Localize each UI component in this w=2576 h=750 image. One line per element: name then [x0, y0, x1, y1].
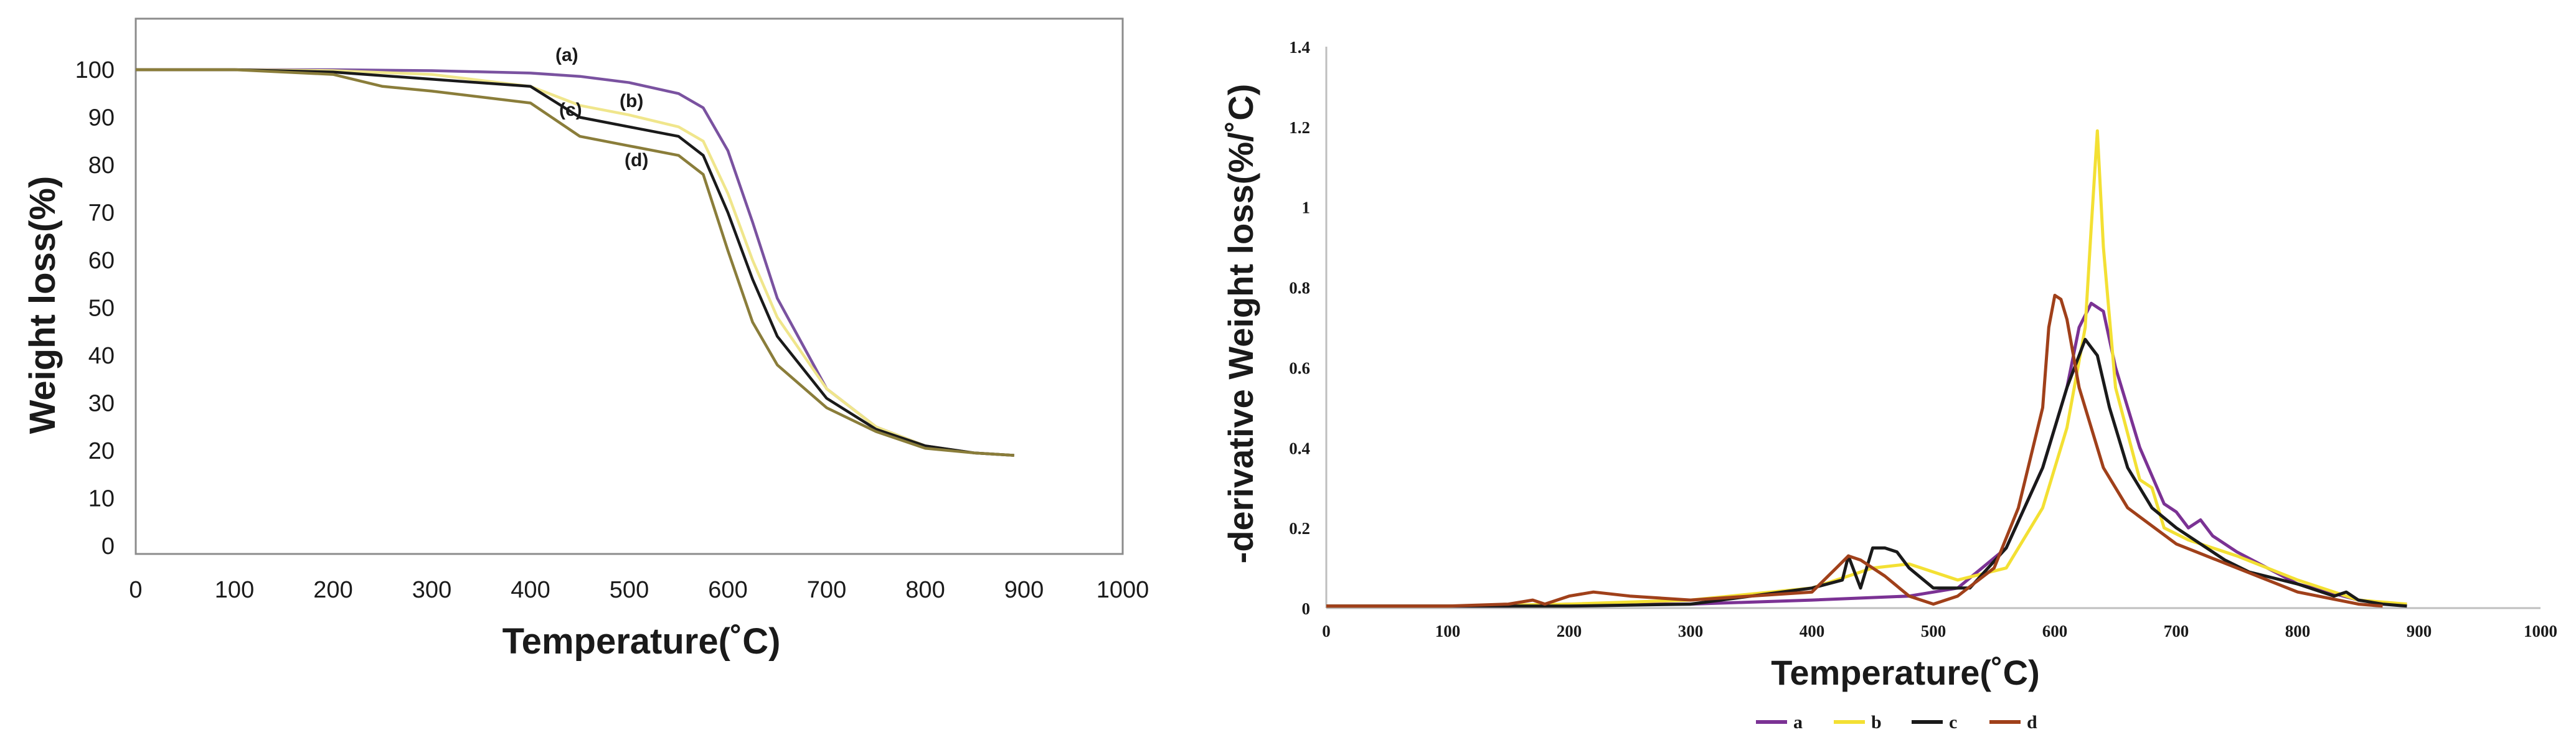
dtg-y-tick-label: 1.2 [1289, 118, 1310, 137]
dtg-x-tick-label: 400 [1800, 622, 1825, 640]
dtg-x-tick-label: 500 [1921, 622, 1946, 640]
dtg-series-group [1326, 129, 2407, 608]
tga-series-line [136, 68, 1014, 457]
dtg-x-tick-label: 600 [2042, 622, 2068, 640]
tga-x-axis-title: Temperature(˚C) [502, 621, 781, 662]
tga-x-tick-label: 1000 [1097, 577, 1149, 603]
dtg-y-tick-label: 0.8 [1289, 279, 1310, 298]
curve-label-a: (a) [555, 45, 578, 65]
tga-x-tick-label: 900 [1004, 577, 1044, 603]
dtg-series-line [1326, 337, 2407, 608]
curve-label-b: (b) [620, 91, 643, 111]
tga-x-tick-label: 200 [313, 577, 352, 603]
legend-label: a [1793, 712, 1803, 733]
dtg-x-tick-label: 100 [1435, 622, 1461, 640]
tga-x-tick-label: 300 [412, 577, 451, 603]
dtg-y-tick-label: 1.4 [1289, 38, 1310, 57]
tga-y-tick-label: 40 [88, 343, 115, 369]
tga-y-tick-label: 100 [75, 57, 115, 83]
dtg-y-tick-label: 0.2 [1289, 519, 1310, 538]
curve-label-c: (c) [559, 100, 582, 120]
dtg-x-tick-label: 800 [2285, 622, 2311, 640]
dtg-x-tick-label: 900 [2407, 622, 2432, 640]
tga-x-tick-label: 100 [215, 577, 254, 603]
tga-x-tick-label: 800 [905, 577, 945, 603]
dtg-y-tick-label: 0.4 [1289, 439, 1310, 457]
dtg-y-axis-title: -derivative Weight loss(%/˚C) [1221, 84, 1260, 564]
dtg-x-tick-label: 200 [1557, 622, 1582, 640]
dtg-y-tick-label: 0.6 [1289, 359, 1310, 377]
dtg-series-line [1326, 129, 2407, 608]
tga-y-tick-labels: 0 10 20 30 40 50 60 70 80 90 100 [75, 57, 115, 560]
tga-y-tick-label: 0 [101, 533, 115, 560]
tga-x-tick-label: 500 [610, 577, 649, 603]
tga-chart: 0 10 20 30 40 50 60 70 80 90 100 0 100 200 300 400 500 6… [22, 17, 1149, 662]
dtg-x-tick-label: 0 [1322, 622, 1331, 640]
tga-y-tick-label: 80 [88, 152, 115, 179]
tga-series-line [136, 68, 1014, 457]
tga-x-tick-label: 400 [511, 577, 550, 603]
tga-series-group [136, 68, 1014, 457]
tga-x-tick-label: 0 [129, 577, 142, 603]
curve-label-d: (d) [625, 150, 648, 171]
tga-y-tick-label: 50 [88, 296, 115, 322]
dtg-x-tick-label: 1000 [2524, 622, 2557, 640]
legend-label: c [1949, 712, 1957, 733]
dtg-y-tick-labels: 0 0.2 0.4 0.6 0.8 1 1.2 1.4 [1289, 38, 1310, 618]
dtg-x-tick-label: 300 [1678, 622, 1704, 640]
dtg-legend: a b c d [1756, 712, 2037, 733]
tga-y-axis-title: Weight loss(%) [22, 176, 63, 434]
dtg-series-line [1326, 301, 2407, 608]
tga-x-tick-label: 600 [708, 577, 747, 603]
dtg-y-tick-label: 1 [1302, 199, 1311, 217]
dtg-x-tick-labels: 0 100 200 300 400 500 600 700 800 900 1000 [1322, 622, 2557, 640]
legend-label: d [2027, 712, 2037, 733]
tga-x-tick-labels: 0 100 200 300 400 500 600 700 800 900 1000 [129, 577, 1149, 603]
tga-y-tick-label: 10 [88, 486, 115, 512]
tga-y-tick-label: 60 [88, 248, 115, 274]
tga-y-tick-label: 90 [88, 105, 115, 131]
dtg-x-axis-title: Temperature(˚C) [1771, 653, 2039, 692]
dtg-y-tick-label: 0 [1302, 599, 1311, 618]
dtg-chart: 0 0.2 0.4 0.6 0.8 1 1.2 1.4 0 100 200 300 400 500 600… [1221, 38, 2557, 733]
tga-plot-frame [134, 17, 1124, 555]
dtg-series-line [1326, 294, 2383, 608]
dtg-x-tick-label: 700 [2164, 622, 2189, 640]
tga-y-tick-label: 70 [88, 200, 115, 227]
tga-x-tick-label: 700 [807, 577, 846, 603]
tga-y-tick-label: 30 [88, 391, 115, 417]
tga-y-tick-label: 20 [88, 438, 115, 464]
legend-label: b [1871, 712, 1882, 733]
tga-series-line [136, 68, 1014, 457]
